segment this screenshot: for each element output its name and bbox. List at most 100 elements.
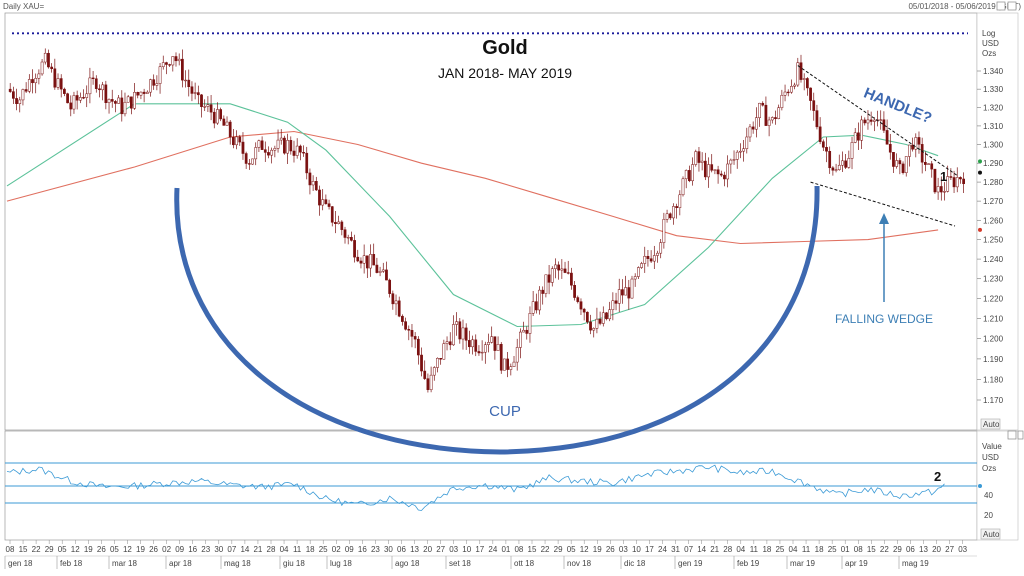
candle-body [560, 268, 564, 271]
candle-body [898, 160, 902, 165]
candle-body [222, 118, 226, 126]
candle-body [512, 361, 516, 367]
candle-body [585, 311, 589, 323]
x-day-tick-label: 17 [645, 545, 654, 554]
candle-body [869, 119, 873, 122]
x-day-tick-label: 06 [397, 545, 406, 554]
candle-body [461, 327, 465, 340]
x-day-tick-label: 06 [906, 545, 915, 554]
moving-average-short [6, 103, 939, 328]
candle-body [522, 329, 525, 333]
x-day-tick-label: 20 [423, 545, 432, 554]
x-month-label: set 18 [449, 559, 471, 568]
candle-body [904, 156, 908, 173]
x-month-label: apr 19 [845, 559, 868, 568]
candle-body [260, 140, 264, 150]
x-day-tick-label: 29 [893, 545, 902, 554]
candle-body [247, 163, 251, 165]
x-day-tick-label: 17 [475, 545, 484, 554]
candle-body [668, 213, 672, 219]
candle-body [815, 110, 819, 128]
candle-body [416, 338, 420, 356]
candle-body [684, 170, 688, 180]
candle-body [959, 177, 962, 180]
candle-body [503, 358, 506, 371]
candle-body [18, 99, 22, 104]
candle-body [678, 194, 682, 208]
candle-body [442, 343, 446, 360]
candle-body [742, 148, 745, 152]
candle-body [799, 62, 803, 80]
candle-body [538, 289, 541, 311]
price-auto-button[interactable]: Auto [980, 418, 1001, 430]
candle-body [617, 289, 621, 304]
candle-body [158, 66, 162, 84]
candle-body [483, 344, 487, 353]
candle-body [117, 97, 120, 104]
candle-body [165, 62, 168, 65]
candle-body [751, 126, 755, 130]
candle-body [177, 58, 181, 62]
candle-body [152, 79, 156, 86]
candle-body [554, 264, 557, 269]
price-tick-label: 1.270 [983, 197, 1004, 206]
x-day-tick-label: 16 [358, 545, 367, 554]
candle-body [531, 301, 535, 314]
x-month-label: mar 18 [112, 559, 137, 568]
candle-body [605, 312, 608, 320]
candle-body [82, 97, 85, 99]
x-month-label: ott 18 [514, 559, 535, 568]
price-tick-label: 1.300 [983, 140, 1004, 149]
price-tick-label: 1.290 [983, 159, 1004, 168]
wedge-upper-line [797, 65, 959, 177]
x-day-tick-label: 01 [501, 545, 510, 554]
candle-body [892, 152, 895, 167]
axis-marker-black [978, 170, 982, 175]
x-day-tick-label: 23 [371, 545, 380, 554]
candle-body [640, 263, 643, 268]
candle-body [790, 86, 793, 93]
candle-body [770, 117, 774, 121]
candle-body [783, 91, 787, 96]
candle-body [429, 374, 433, 390]
candle-body [232, 136, 235, 146]
price-tick-label: 1.340 [983, 67, 1004, 76]
candle-body [544, 274, 548, 294]
chart-title: Gold [482, 37, 528, 59]
candle-body [652, 255, 656, 262]
candle-body [624, 287, 627, 296]
x-day-tick-label: 04 [736, 545, 745, 554]
candle-body [404, 321, 407, 330]
x-day-tick-label: 12 [71, 545, 80, 554]
x-day-tick-label: 25 [828, 545, 837, 554]
candle-body [340, 221, 344, 230]
rsi-auto-button[interactable]: Auto [980, 528, 1001, 540]
candle-body [754, 117, 758, 130]
rsi-line [6, 464, 945, 511]
candle-body [401, 315, 404, 322]
price-tick-label: 1.250 [983, 236, 1004, 245]
candle-body [777, 107, 781, 119]
candle-body [305, 152, 309, 174]
candle-body [75, 95, 79, 101]
candle-body [436, 357, 439, 368]
candle-body [27, 79, 31, 92]
x-day-tick-label: 19 [84, 545, 93, 554]
candle-body [895, 160, 899, 167]
chart-overlays [12, 32, 982, 455]
candle-body [710, 164, 714, 171]
candle-body [432, 367, 436, 376]
x-day-tick-label: 27 [945, 545, 954, 554]
candle-body [716, 169, 720, 175]
x-day-tick-label: 04 [789, 545, 798, 554]
pane-window-icons[interactable] [996, 1, 1024, 440]
chart-subtitle: JAN 2018- MAY 2019 [438, 65, 572, 81]
x-day-tick-label: 02 [162, 545, 171, 554]
x-day-tick-label: 07 [684, 545, 693, 554]
price-tick-label: 1.240 [983, 255, 1004, 264]
candle-body [356, 256, 360, 262]
candle-body [114, 101, 117, 104]
cup-arc [174, 185, 820, 455]
x-day-tick-label: 07 [227, 545, 236, 554]
candle-body [525, 329, 529, 334]
